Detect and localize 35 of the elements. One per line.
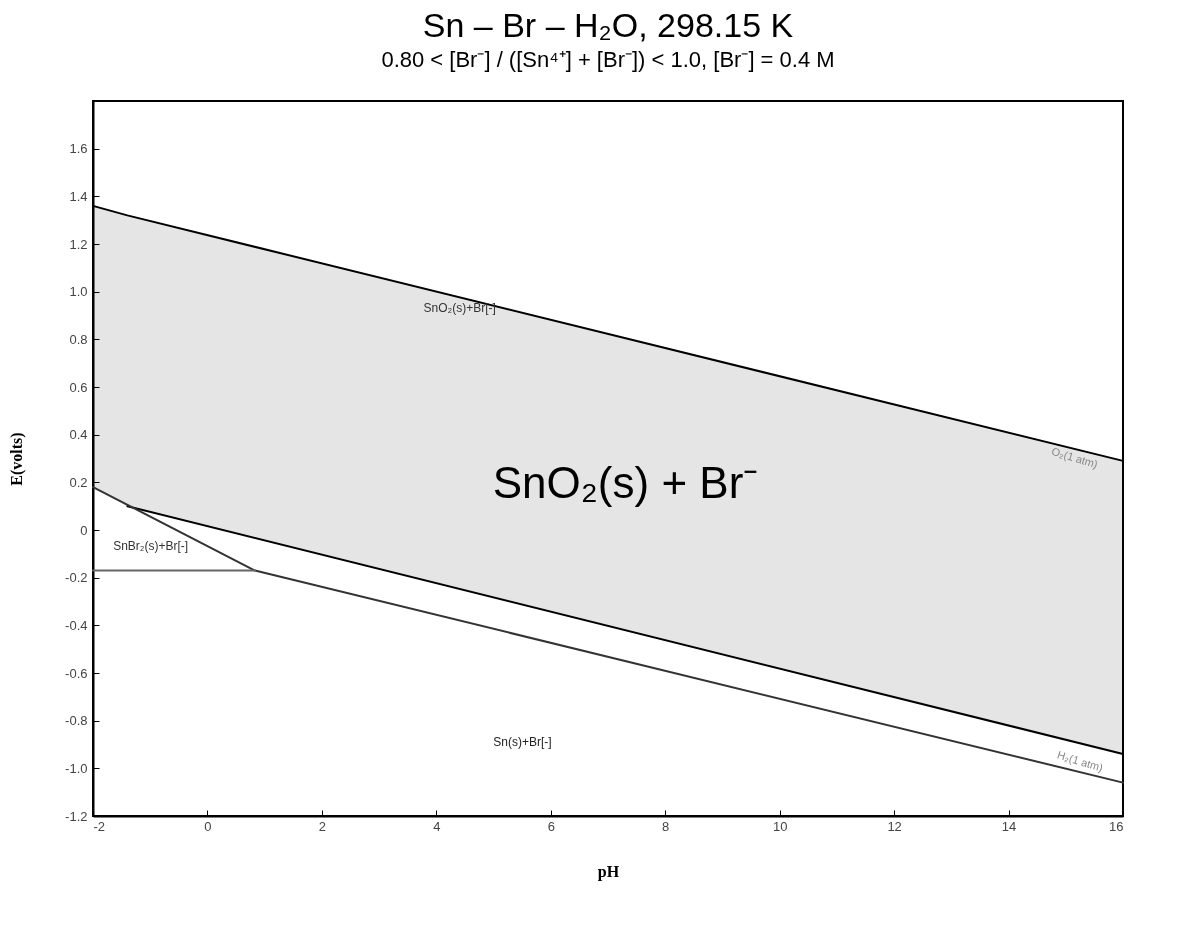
annotation: SnO₂(s) + Br⁻	[492, 457, 759, 507]
y-tick-label: -0.4	[65, 617, 88, 633]
x-tick-label: 10	[772, 818, 788, 834]
x-axis-title: pH	[597, 862, 620, 881]
y-tick-label: 0.4	[69, 427, 88, 443]
y-tick-label: -0.8	[65, 713, 88, 729]
y-tick-label: 0.8	[69, 331, 88, 347]
x-tick-label: 6	[547, 818, 555, 834]
y-tick-label: 1.0	[69, 284, 88, 300]
annotation: SnBr₂(s)+Br[-]	[113, 539, 189, 554]
x-tick-label: 14	[1001, 818, 1017, 834]
chart-subtitle: 0.80 < [Br⁻] / ([Sn⁴⁺] + [Br⁻]) < 1.0, [Br⁻] = 0.4 M	[381, 47, 835, 72]
x-tick-label: -2	[93, 818, 106, 834]
annotation: O₂(1 atm)	[1050, 444, 1100, 471]
y-tick-label: 1.6	[69, 141, 88, 157]
x-tick-label: 4	[433, 818, 441, 834]
y-tick-label: -0.6	[65, 665, 88, 681]
annotation: SnO₂(s)+Br[-]	[423, 301, 496, 316]
y-axis-title: E(volts)	[8, 432, 27, 486]
x-tick-label: 8	[662, 818, 670, 834]
y-tick-label: 0.2	[69, 474, 88, 490]
y-tick-label: -1.2	[65, 808, 88, 824]
annotation: Sn(s)+Br[-]	[493, 735, 552, 750]
y-tick-label: 0	[80, 522, 88, 538]
y-tick-label: -0.2	[65, 570, 88, 586]
x-tick-label: 16	[1109, 818, 1124, 834]
y-tick-label: 0.6	[69, 379, 88, 395]
x-tick-label: 12	[887, 818, 902, 834]
y-tick-label: 1.2	[69, 236, 88, 252]
annotation: H₂(1 atm)	[1055, 748, 1105, 774]
y-tick-label: -1.0	[65, 760, 88, 776]
x-tick-label: 2	[318, 818, 327, 834]
y-tick-label: 1.4	[69, 188, 88, 204]
chart-title: Sn – Br – H₂O, 298.15 K	[422, 6, 794, 44]
x-tick-label: 0	[204, 818, 212, 834]
